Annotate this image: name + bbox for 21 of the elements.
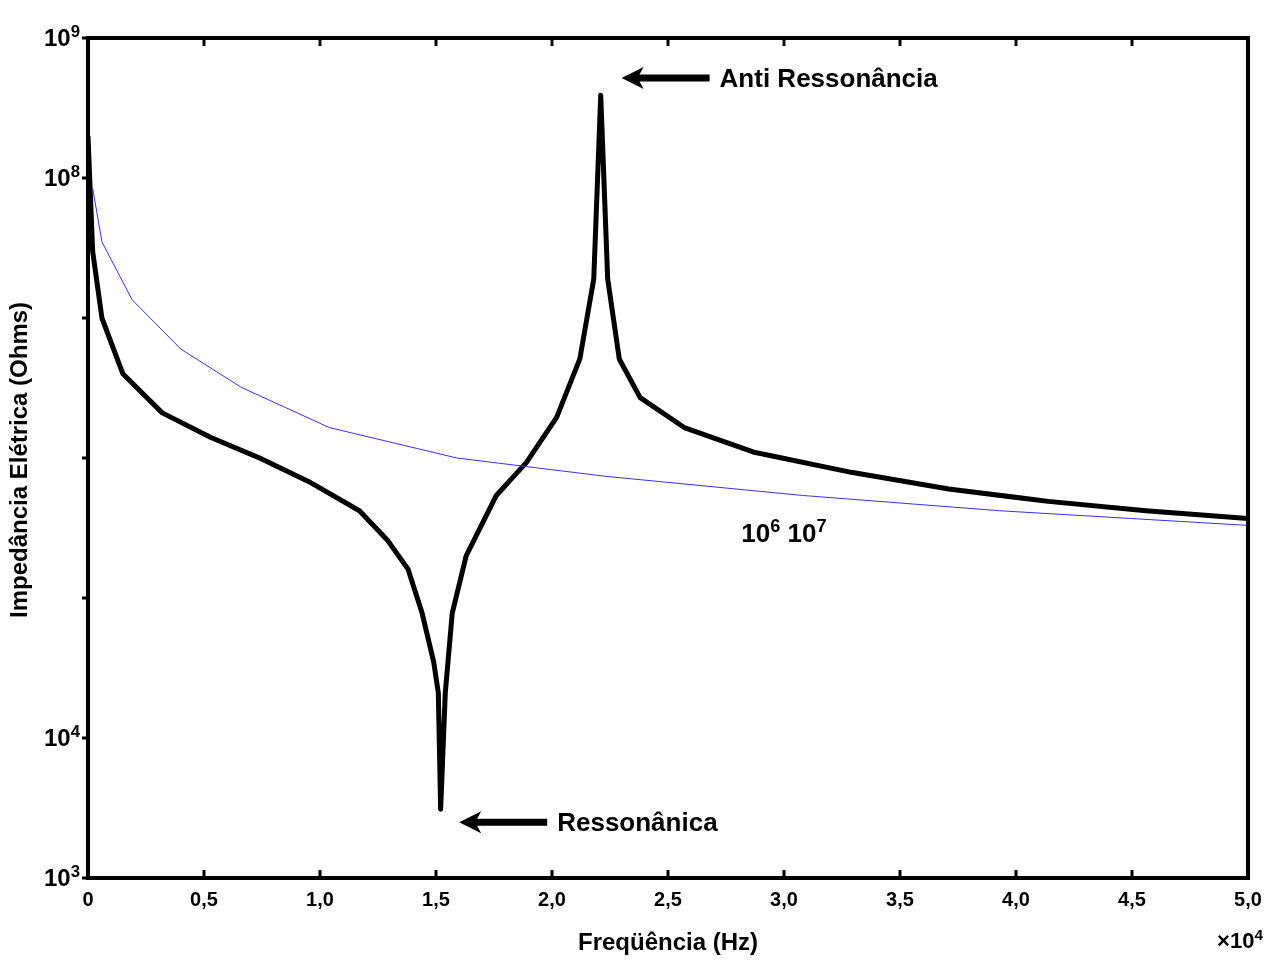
x-axis-title: Freqüência (Hz) xyxy=(577,928,759,955)
y-tick-label: 10$^{3}$ xyxy=(43,861,80,891)
x-tick-label: 4,0 xyxy=(1002,888,1030,910)
y-tick-label: 10$^{9}$ xyxy=(43,21,80,51)
x-tick-label: 2,0 xyxy=(538,888,566,910)
x-tick-label: 5,0 xyxy=(1234,888,1262,910)
x-tick-label: 0 xyxy=(82,888,94,910)
annotation: Ressonânica xyxy=(557,807,719,838)
x-tick-label: 3,0 xyxy=(770,888,798,910)
x-tick-label: 1,5 xyxy=(422,888,450,910)
text: ×10$^{4}$ xyxy=(1217,925,1264,953)
x-tick-label: 2,5 xyxy=(654,888,682,910)
x-tick-label: 3,5 xyxy=(886,888,914,910)
y-tick-label: 10$^{4}$ xyxy=(43,721,81,751)
x-tick-label: 4,5 xyxy=(1118,888,1146,910)
x-tick-label: 1,0 xyxy=(306,888,334,910)
y-axis-title: Impedância Elétrica (Ohms) xyxy=(4,301,32,618)
annotation: 10$^{6}$ 10$^{7}$ xyxy=(741,516,827,549)
x-tick-label: 0,5 xyxy=(190,888,218,910)
y-tick-label: 10$^{8}$ xyxy=(43,161,80,191)
annotation: Anti Ressonância xyxy=(719,63,939,93)
